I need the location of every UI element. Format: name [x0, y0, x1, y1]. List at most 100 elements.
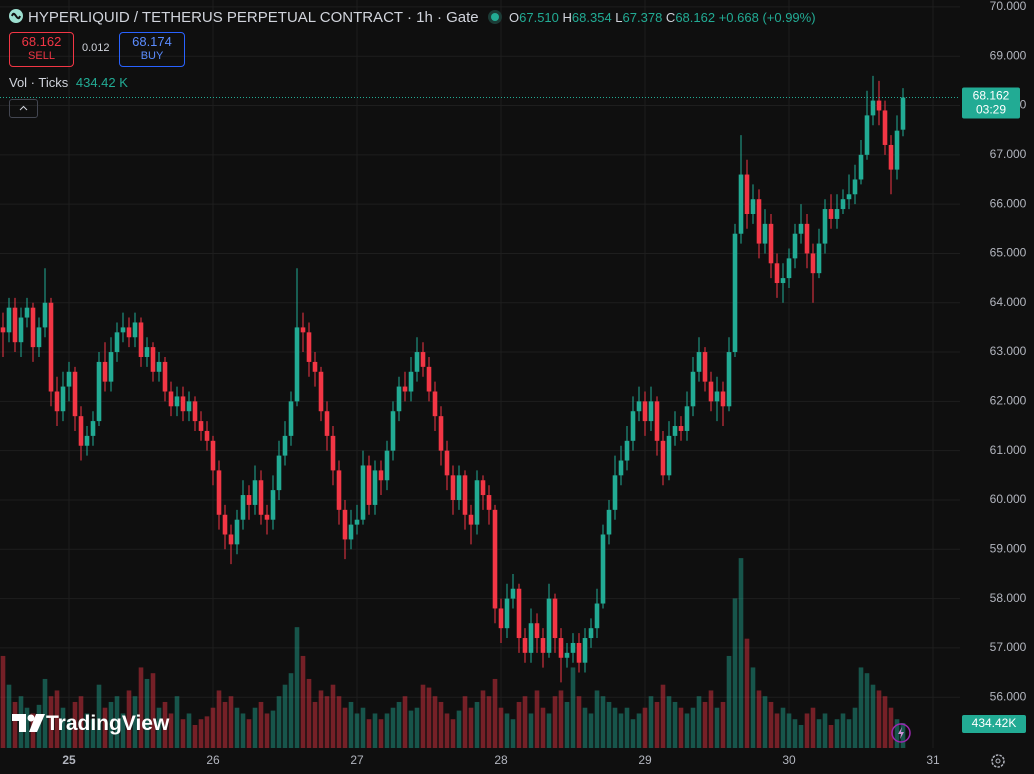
volume-bar	[480, 690, 486, 748]
volume-bar	[804, 713, 810, 748]
candle-body	[156, 361, 162, 372]
candle-body	[690, 371, 696, 407]
candle-body	[240, 495, 246, 520]
volume-bar	[246, 719, 252, 748]
candle-body	[42, 302, 48, 328]
volume-bar	[900, 723, 906, 748]
volume-bar	[582, 707, 588, 748]
candle-body	[636, 401, 642, 412]
candle-body	[144, 347, 150, 357]
volume-bar	[498, 707, 504, 748]
volume-bar	[366, 719, 372, 748]
candle-body	[432, 391, 438, 417]
candle-body	[0, 327, 6, 333]
volume-bar	[474, 701, 480, 748]
volume-bar	[24, 707, 30, 748]
volume-bar	[222, 701, 228, 748]
ohlc-label: L	[615, 10, 623, 25]
candle-body	[774, 263, 780, 284]
volume-bar	[678, 707, 684, 748]
candle-body	[828, 209, 834, 219]
candle-body	[894, 130, 900, 170]
volume-bar	[756, 690, 762, 748]
candle-body	[54, 391, 60, 412]
sell-button[interactable]: 68.162 SELL	[9, 32, 74, 67]
candle-body	[312, 361, 318, 372]
symbol-icon	[9, 9, 23, 23]
candle-body	[204, 430, 210, 441]
collapse-button[interactable]	[9, 99, 38, 118]
volume-bar	[270, 710, 276, 748]
candle-body	[348, 524, 354, 540]
volume-bar	[174, 696, 180, 748]
volume-bar	[354, 713, 360, 748]
volume-bar	[216, 690, 222, 748]
candle-body	[390, 411, 396, 451]
candle-body	[522, 638, 528, 653]
volume-bar	[282, 684, 288, 748]
volume-bar	[828, 724, 834, 748]
candle-body	[384, 450, 390, 481]
volume-bar	[780, 707, 786, 748]
candle-body	[222, 514, 228, 535]
candle-body	[270, 490, 276, 520]
volume-bar	[540, 707, 546, 748]
alert-bolt	[898, 727, 904, 739]
volume-bar	[252, 707, 258, 748]
volume-bar	[672, 701, 678, 748]
candle-body	[228, 534, 234, 545]
volume-bar	[492, 678, 498, 748]
candle-body	[816, 243, 822, 274]
volume-bar	[546, 713, 552, 748]
volume-bar	[696, 696, 702, 748]
candle-body	[198, 421, 204, 431]
volume-bar	[468, 707, 474, 748]
candle-body	[720, 391, 726, 407]
volume-bar	[726, 655, 732, 748]
x-tick-label: 25	[62, 753, 76, 767]
candle-body	[798, 223, 804, 234]
volume-bar	[774, 713, 780, 748]
volume-bar	[894, 719, 900, 748]
candle-body	[84, 435, 90, 446]
volume-bar	[228, 696, 234, 748]
candle-body	[324, 411, 330, 436]
candle-body	[48, 302, 54, 392]
volume-bar	[702, 701, 708, 748]
chevron	[19, 105, 28, 111]
volume-bar	[60, 707, 66, 748]
candle-body	[750, 199, 756, 214]
candle-body	[858, 154, 864, 180]
candle-body	[540, 638, 546, 653]
volume-bar	[600, 696, 606, 748]
candle-body	[666, 435, 672, 476]
candle-body	[360, 465, 366, 520]
volume-bar	[618, 713, 624, 748]
volume-bar	[276, 696, 282, 748]
candle-body	[756, 199, 762, 244]
volume-bar	[888, 707, 894, 748]
ohlc-value: 67.510	[519, 10, 559, 25]
ohlc-value: 68.354	[571, 10, 612, 25]
volume-bar	[318, 690, 324, 748]
volume-bar	[198, 719, 204, 748]
volume-bar	[138, 667, 144, 748]
candle-body	[768, 223, 774, 264]
candle-body	[450, 475, 456, 500]
volume-layer	[0, 558, 906, 748]
volume-bar	[114, 696, 120, 748]
volume-bar	[456, 710, 462, 748]
volume-bar	[132, 696, 138, 748]
brand-logo	[12, 714, 45, 732]
candle-body	[852, 179, 858, 195]
volume-bar	[144, 678, 150, 748]
candle-body	[714, 391, 720, 402]
volume-bar	[744, 638, 750, 748]
candle-body	[234, 519, 240, 545]
candle-body	[108, 352, 114, 382]
volume-bar	[330, 684, 336, 748]
brand-name: TradingView	[46, 712, 170, 735]
volume-bar	[120, 713, 126, 748]
volume-bar	[564, 701, 570, 748]
buy-button[interactable]: 68.174 BUY	[119, 32, 185, 67]
